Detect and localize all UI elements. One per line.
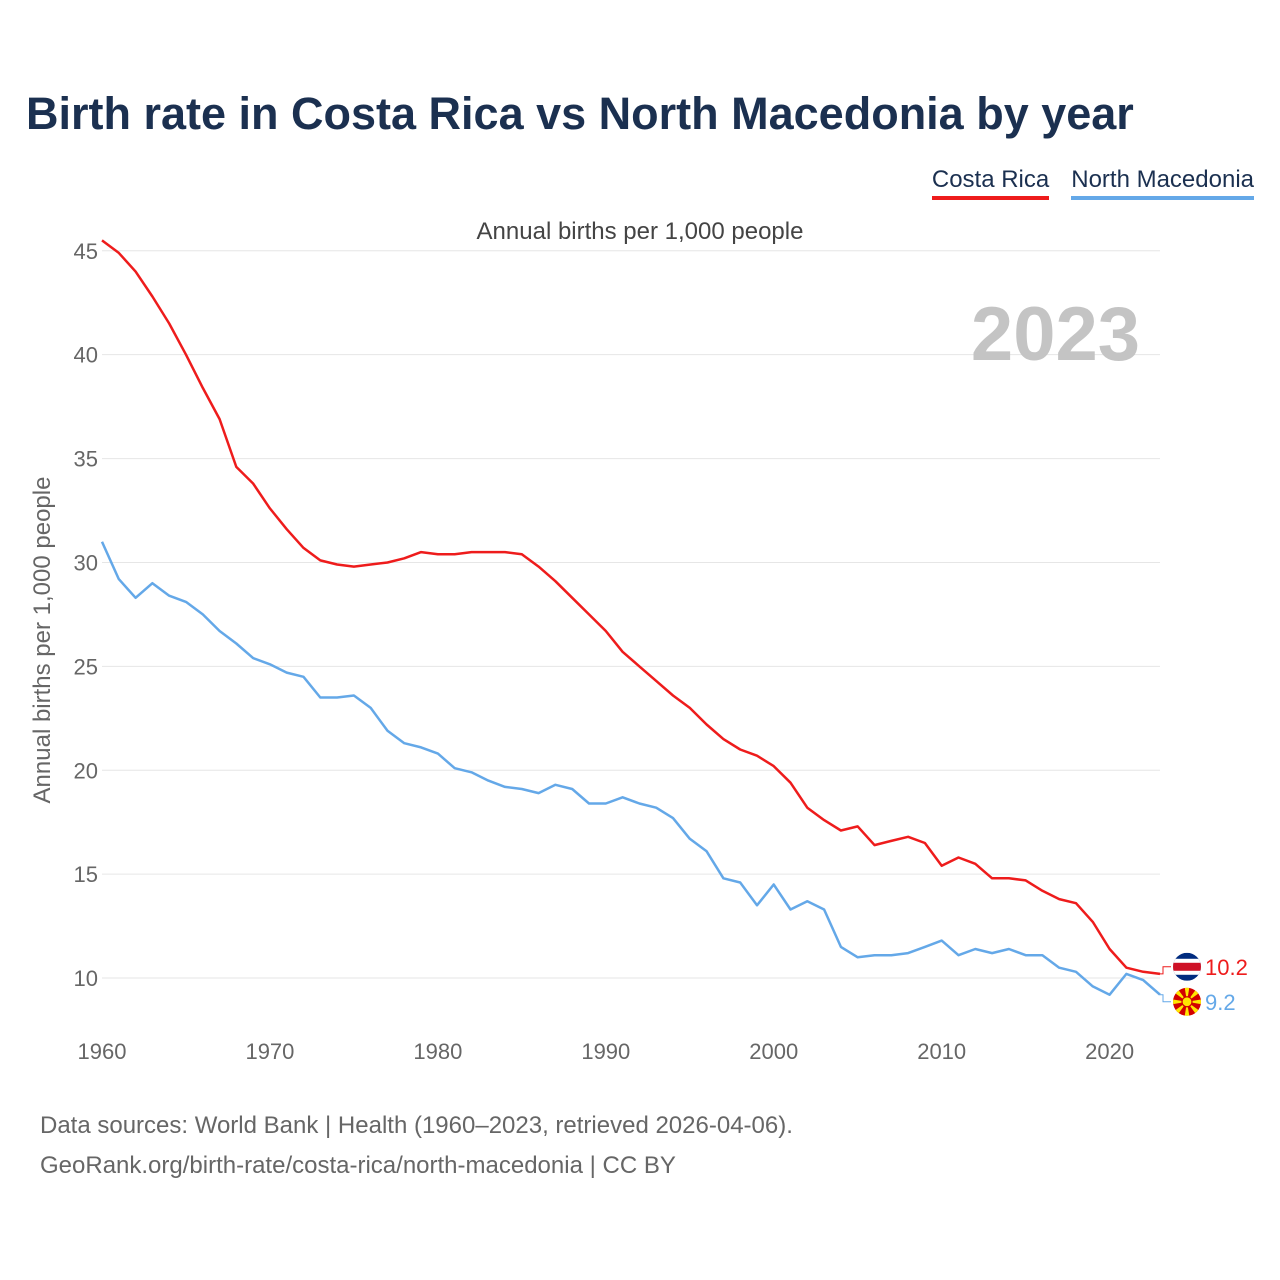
end-connector [1160, 994, 1171, 1003]
gridlines [102, 250, 1160, 979]
y-tick-label: 20 [74, 758, 98, 783]
legend-item-costa-rica[interactable]: Costa Rica [931, 166, 1050, 200]
legend: Costa Rica North Macedonia [931, 166, 1254, 200]
x-tick-label: 2010 [917, 1039, 966, 1064]
end-value-label: 9.2 [1205, 990, 1236, 1015]
series-line-north-macedonia [100, 541, 1161, 996]
end-connector [1160, 966, 1171, 975]
chart-title: Birth rate in Costa Rica vs North Macedo… [26, 88, 1134, 139]
y-tick-label: 25 [74, 654, 98, 679]
y-axis-title: Annual births per 1,000 people [29, 477, 56, 804]
x-tick-label: 1990 [581, 1039, 630, 1064]
x-tick-label: 1960 [78, 1039, 127, 1064]
y-tick-label: 35 [74, 447, 98, 472]
year-watermark: 2023 [971, 292, 1140, 377]
axis-ticks: 10 15 20 25 30 35 40 45 1960 1970 1980 1990 2000 2010… [74, 239, 1135, 1064]
chart-subtitle: Annual births per 1,000 people [476, 218, 804, 245]
series-lines [100, 239, 1161, 996]
y-tick-label: 15 [74, 862, 98, 887]
footer: Data sources: World Bank | Health (1960–… [40, 1106, 793, 1186]
legend-item-north-macedonia[interactable]: North Macedonia [1071, 166, 1254, 200]
y-tick-label: 45 [74, 239, 98, 264]
end-labels: 10.2 9.2 [1160, 952, 1248, 1016]
end-value-label: 10.2 [1205, 955, 1248, 980]
footer-sources: Data sources: World Bank | Health (1960–… [40, 1112, 793, 1139]
north-macedonia-flag-icon [1173, 987, 1201, 1016]
y-tick-label: 40 [74, 343, 98, 368]
x-tick-label: 1980 [413, 1039, 462, 1064]
costa-rica-flag-icon [1173, 952, 1201, 981]
y-tick-label: 30 [74, 550, 98, 575]
x-tick-label: 1970 [245, 1039, 294, 1064]
x-tick-label: 2020 [1085, 1039, 1134, 1064]
series-line-costa-rica [101, 239, 1161, 976]
x-tick-label: 2000 [749, 1039, 798, 1064]
footer-url[interactable]: GeoRank.org/birth-rate/costa-rica/north-… [40, 1152, 676, 1179]
y-tick-label: 10 [74, 966, 98, 991]
